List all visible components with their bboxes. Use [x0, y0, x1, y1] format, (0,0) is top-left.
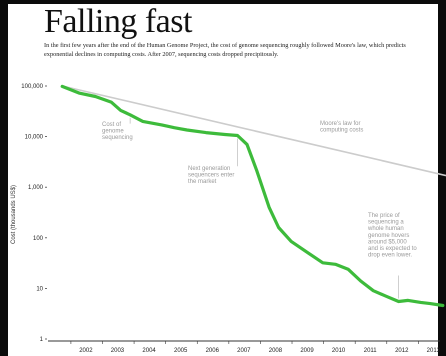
sequencing-cost-line	[60, 84, 445, 308]
y-tick-label: 10,000	[25, 135, 44, 141]
y-tick-label: 10	[36, 286, 43, 292]
chart-subtitle: In the first few years after the end of …	[44, 42, 406, 58]
chart-card	[8, 4, 438, 356]
y-tick-label: 100	[33, 236, 44, 242]
chart-title: Falling fast	[44, 3, 192, 40]
y-tick-label: 1,000	[28, 185, 44, 191]
x-tick-label: 2006	[206, 348, 220, 354]
y-axis-label: Cost (thousands US$)	[11, 185, 17, 244]
x-tick-label: 2007	[237, 348, 251, 354]
x-tick-label: 2003	[111, 348, 125, 354]
moores-law-line	[62, 85, 446, 177]
annotation-nextgen: Next generation sequencers enter the marke…	[188, 166, 234, 185]
annotation-moore: Moore's law for computing costs	[320, 121, 363, 134]
x-tick-label: 2005	[174, 348, 188, 354]
x-tick-label: 2013	[427, 348, 441, 354]
x-tick-label: 2010	[332, 348, 346, 354]
x-tick-label: 2009	[300, 348, 314, 354]
x-tick-label: 2004	[142, 348, 156, 354]
annotation-cost: Cost of genome sequencing	[102, 122, 133, 141]
x-tick-label: 2011	[364, 348, 378, 354]
x-tick-label: 2008	[269, 348, 283, 354]
annotation-price: The price of sequencing a whole human genom…	[367, 213, 417, 259]
x-tick-label: 2012	[395, 348, 409, 354]
y-tick-label: 100,000	[21, 84, 43, 90]
y-tick-label: 1	[40, 337, 44, 343]
x-tick-label: 2002	[79, 348, 93, 354]
